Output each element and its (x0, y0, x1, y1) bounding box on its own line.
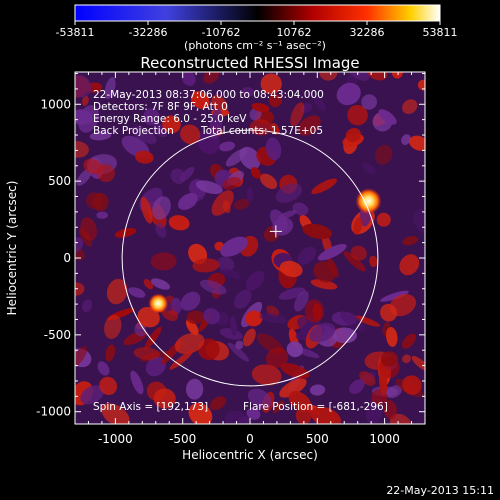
x-tick-label: 0 (246, 432, 254, 446)
y-axis-label: Heliocentric Y (arcsec) (5, 181, 19, 316)
timestamp: 22-May-2013 15:11 (386, 484, 494, 497)
annotation-method: Back Projection (93, 125, 174, 137)
x-tick-label: 1000 (369, 432, 400, 446)
chart-title: Reconstructed RHESSI Image (140, 54, 359, 72)
x-tick-label: -1000 (98, 432, 133, 446)
colorbar-ticks: -53811 -32286 -10762 10762 32286 53811 (56, 21, 458, 39)
x-tick-label: -500 (169, 432, 196, 446)
x-axis-label: Heliocentric X (arcsec) (182, 448, 318, 462)
annotation-time-range: 22-May-2013 08:37:06.000 to 08:43:04.000 (93, 89, 324, 101)
colorbar (74, 4, 441, 22)
annotation-counts: Total counts: 1.57E+05 (200, 125, 323, 137)
y-tick-label: 0 (63, 251, 71, 265)
colorbar-tick-label: -32286 (129, 26, 168, 39)
colorbar-tick-label: 53811 (423, 26, 458, 39)
annotation-energy: Energy Range: 6.0 - 25.0 keV (93, 113, 247, 125)
colorbar-unit-label: (photons cm⁻² s⁻¹ asec⁻²) (184, 39, 326, 52)
y-tick-label: -500 (44, 328, 71, 342)
x-tick-label: 500 (306, 432, 329, 446)
spin-axis-marker (269, 225, 282, 238)
y-tick-label: 1000 (40, 97, 71, 111)
heatmap-image (75, 72, 425, 424)
annotation-flare-position: Flare Position = [-681,-296] (243, 401, 388, 413)
solar-limb-circle (121, 129, 379, 387)
axes: -1000 -500 0 500 1000 -1000 -500 0 500 1000 (36, 72, 425, 446)
bright-source (148, 293, 169, 314)
colorbar-tick-label: 10762 (277, 26, 312, 39)
bright-source (355, 188, 382, 215)
annotation-detectors: Detectors: 7F 8F 9F, Att 0 (93, 101, 228, 113)
colorbar-tick-label: 32286 (350, 26, 385, 39)
colorbar-tick-label: -53811 (56, 26, 95, 39)
y-tick-label: -1000 (36, 405, 71, 419)
annotation-spin-axis: Spin Axis = [192,173] (93, 401, 208, 413)
y-tick-label: 500 (48, 174, 71, 188)
colorbar-tick-label: -10762 (202, 26, 241, 39)
